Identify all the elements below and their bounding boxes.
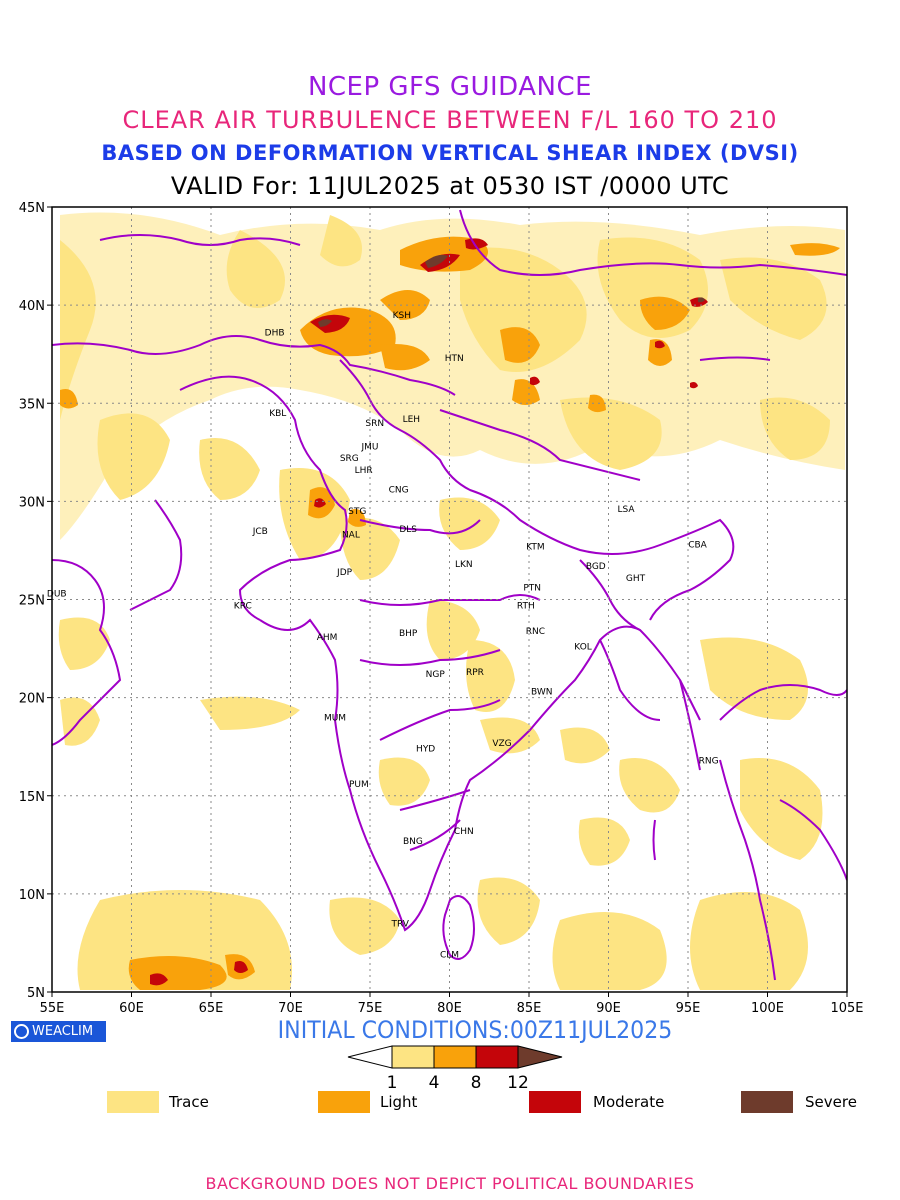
colorbar-tick-1: 1: [387, 1073, 398, 1093]
station-label-ght: GHT: [626, 574, 646, 584]
station-label-rpr: RPR: [466, 668, 484, 678]
colorbar-trace-segment: [391, 1045, 435, 1069]
station-label-bwn: BWN: [531, 688, 553, 698]
station-label-mum: MUM: [324, 713, 346, 723]
station-label-rth: RTH: [517, 601, 535, 611]
station-label-nal: NAL: [342, 531, 360, 541]
station-label-ksh: KSH: [393, 311, 411, 321]
lon-label: 100E: [751, 1001, 784, 1016]
station-label-trv: TRV: [390, 919, 409, 929]
station-label-ngp: NGP: [426, 670, 446, 680]
station-label-srn: SRN: [365, 419, 384, 429]
station-label-stg: STG: [348, 507, 366, 517]
station-label-dub: DUB: [47, 590, 67, 600]
station-label-lkn: LKN: [455, 560, 473, 570]
lat-label: 30N: [19, 495, 45, 510]
weaclim-logo: WEACLIM: [11, 1021, 106, 1042]
lon-label: 65E: [199, 1001, 224, 1016]
lat-label: 15N: [19, 790, 45, 805]
station-label-ahm: AHM: [317, 633, 338, 643]
colorbar-tick-12: 12: [507, 1073, 529, 1093]
legend-swatch-severe: [741, 1091, 793, 1113]
station-label-ptn: PTN: [523, 584, 541, 594]
station-label-vzg: VZG: [492, 739, 511, 749]
legend-label-severe: Severe: [805, 1093, 857, 1111]
station-label-pum: PUM: [349, 780, 369, 790]
colorbar-moderate-segment: [475, 1045, 519, 1069]
boundary-lines: [52, 209, 847, 981]
station-label-htn: HTN: [445, 354, 464, 364]
lat-label: 35N: [19, 397, 45, 412]
lon-label: 80E: [437, 1001, 462, 1016]
lat-label: 40N: [19, 299, 45, 314]
colorbar-tick-8: 8: [471, 1073, 482, 1093]
station-label-jmu: JMU: [360, 442, 378, 452]
lon-label: 60E: [119, 1001, 144, 1016]
colorbar-tick-4: 4: [429, 1073, 440, 1093]
valid-time-label: VALID For: 11JUL2025 at 0530 IST /0000 U…: [170, 172, 730, 200]
colorbar-light-segment: [433, 1045, 477, 1069]
lat-label: 45N: [19, 201, 45, 216]
station-label-rng: RNG: [699, 756, 719, 766]
station-label-hyd: HYD: [416, 745, 435, 755]
station-label-cba: CBA: [688, 541, 707, 551]
station-label-kol: KOL: [574, 643, 592, 653]
lon-label: 90E: [596, 1001, 621, 1016]
lat-label: 5N: [27, 986, 45, 1001]
station-label-cng: CNG: [389, 486, 409, 496]
station-label-rnc: RNC: [526, 627, 545, 637]
station-label-ktm: KTM: [526, 543, 544, 553]
longitude-labels: 55E 60E 65E 70E 75E 80E 85E 90E 95E 100E 105E: [40, 1001, 864, 1016]
globe-ring-icon: [14, 1024, 29, 1039]
latitude-labels: 45N 40N 35N 30N 25N 20N 15N 10N 5N: [19, 201, 45, 1001]
legend-swatch-trace: [107, 1091, 159, 1113]
station-label-bhp: BHP: [399, 629, 418, 639]
legend-label-light: Light: [380, 1093, 418, 1111]
station-label-jdp: JDP: [336, 568, 353, 578]
station-label-lhr: LHR: [355, 466, 373, 476]
legend-label-moderate: Moderate: [593, 1093, 665, 1111]
grid-lines: [52, 207, 847, 992]
legend-label-trace: Trace: [169, 1093, 209, 1111]
disclaimer-footer: BACKGROUND DOES NOT DEPICT POLITICAL BOU…: [205, 1174, 695, 1193]
station-label-clm: CLM: [440, 951, 459, 961]
station-label-krc: KRC: [234, 601, 252, 611]
initial-conditions-label: INITIAL CONDITIONS:00Z11JUL2025: [277, 1016, 673, 1044]
legend-swatch-moderate: [529, 1091, 581, 1113]
lon-label: 70E: [278, 1001, 303, 1016]
turbulence-shading: [58, 212, 845, 990]
legend-swatch-light: [318, 1091, 370, 1113]
station-label-srg: SRG: [340, 454, 359, 464]
lon-label: 85E: [517, 1001, 542, 1016]
station-label-dhb: DHB: [265, 329, 285, 339]
lon-label: 95E: [676, 1001, 701, 1016]
lat-label: 10N: [19, 888, 45, 903]
lat-label: 20N: [19, 692, 45, 707]
lon-label: 75E: [358, 1001, 383, 1016]
station-label-bng: BNG: [403, 837, 423, 847]
lat-label: 25N: [19, 594, 45, 609]
logo-text: WEACLIM: [32, 1024, 94, 1039]
map-subtitle-index: BASED ON DEFORMATION VERTICAL SHEAR INDE…: [101, 141, 799, 165]
colorbar-low-arrow: [347, 1045, 393, 1069]
station-label-kbl: KBL: [269, 409, 286, 419]
lon-label: 105E: [830, 1001, 863, 1016]
lon-label: 55E: [40, 1001, 65, 1016]
station-label-chn: CHN: [454, 827, 474, 837]
station-label-lsa: LSA: [617, 505, 635, 515]
severe-areas: [318, 254, 705, 327]
color-bar: 1 4 8 12: [347, 1045, 563, 1093]
trace-areas: [58, 212, 845, 990]
station-label-jcb: JCB: [252, 527, 268, 537]
map-subtitle-parameter: CLEAR AIR TURBULENCE BETWEEN F/L 160 TO …: [122, 106, 778, 134]
station-label-leh: LEH: [403, 415, 420, 425]
colorbar-high-arrow: [517, 1045, 563, 1069]
station-label-bgd: BGD: [586, 562, 606, 572]
station-label-dls: DLS: [399, 525, 417, 535]
map-title: NCEP GFS GUIDANCE: [307, 72, 593, 102]
axis-ticks: [47, 206, 848, 997]
